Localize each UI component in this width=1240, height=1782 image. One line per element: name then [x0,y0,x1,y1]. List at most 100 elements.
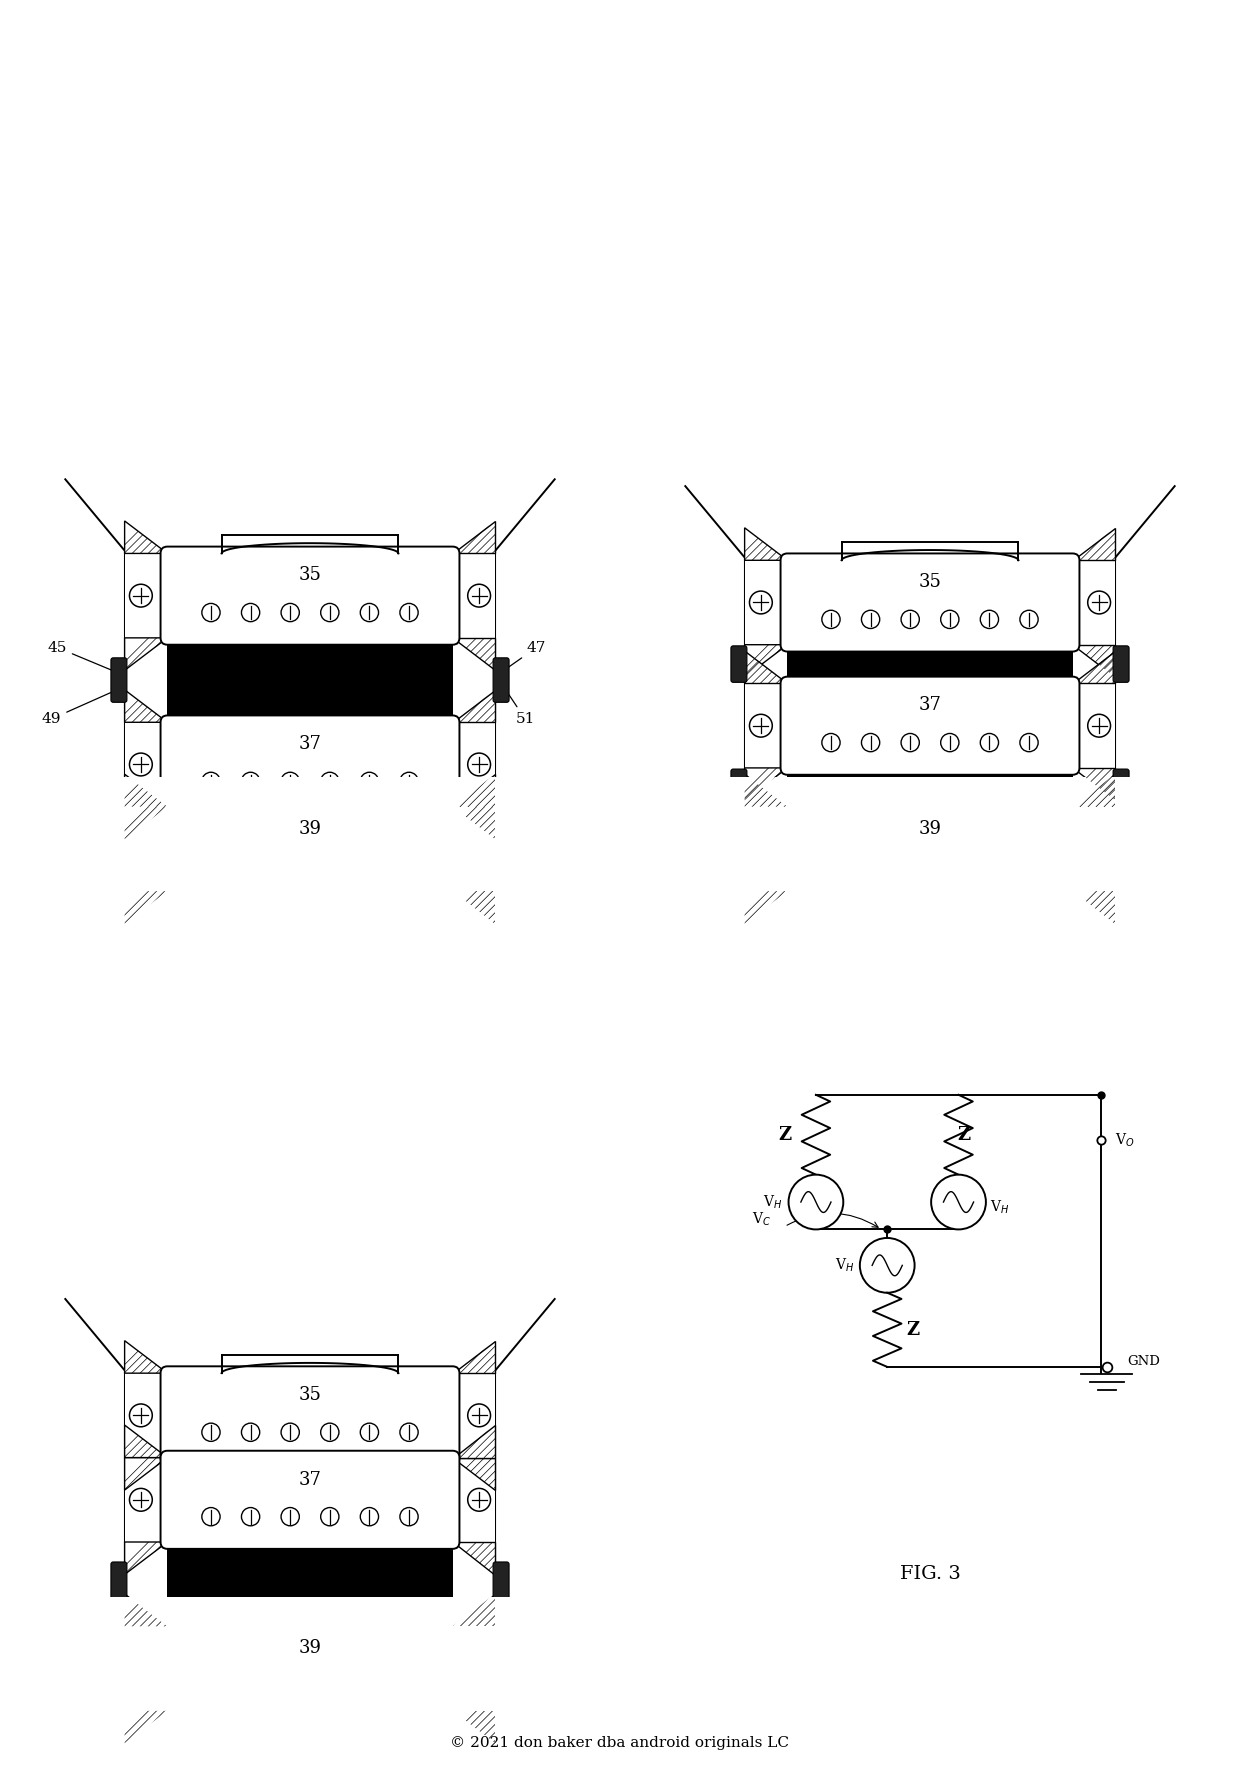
Circle shape [941,734,959,752]
Circle shape [981,734,998,752]
Polygon shape [1073,645,1116,677]
Text: 39: 39 [299,1639,321,1657]
Text: FIG. 3: FIG. 3 [899,1565,961,1582]
Bar [1073,560,1115,891]
Circle shape [202,1424,219,1442]
Text: V$_H$: V$_H$ [835,1256,854,1274]
Circle shape [467,754,491,775]
Polygon shape [453,1711,496,1743]
Circle shape [361,604,378,622]
Polygon shape [124,520,167,554]
Circle shape [401,1424,418,1442]
Circle shape [361,857,378,875]
Circle shape [981,609,998,629]
Text: V$_H$: V$_H$ [764,1194,782,1210]
Text: V$_C$: V$_C$ [753,1210,771,1228]
Circle shape [129,1488,153,1511]
Circle shape [822,857,839,875]
Polygon shape [124,807,167,839]
FancyBboxPatch shape [730,770,746,805]
Circle shape [361,1508,378,1525]
Circle shape [321,772,339,791]
Circle shape [281,1677,299,1695]
Circle shape [1087,838,1111,861]
Circle shape [822,734,839,752]
Bar [124,1374,496,1711]
Circle shape [749,592,773,615]
Text: 37: 37 [299,1470,321,1488]
Circle shape [401,1677,418,1695]
FancyBboxPatch shape [160,800,460,898]
Circle shape [281,857,299,875]
Circle shape [202,604,219,622]
Circle shape [467,1488,491,1511]
Circle shape [749,715,773,738]
Polygon shape [124,1593,167,1627]
Polygon shape [124,690,167,722]
Circle shape [321,604,339,622]
Polygon shape [453,773,496,807]
Text: 49: 49 [42,693,110,725]
Polygon shape [124,1340,167,1374]
Text: 47: 47 [501,640,546,674]
Text: +: + [867,1242,879,1256]
Circle shape [1087,592,1111,615]
Circle shape [129,1657,153,1680]
Circle shape [202,857,219,875]
Circle shape [202,1508,219,1525]
Circle shape [931,1174,986,1230]
Polygon shape [745,891,787,923]
Circle shape [901,734,919,752]
Text: 39: 39 [299,820,321,838]
FancyBboxPatch shape [780,677,1080,775]
Bar [124,554,496,891]
Circle shape [129,1404,153,1427]
Bar [124,1374,167,1711]
Bar [787,645,1073,684]
Circle shape [242,857,259,875]
Polygon shape [453,1458,496,1490]
Text: +: + [795,1178,808,1194]
Circle shape [242,1677,259,1695]
Polygon shape [453,1340,496,1374]
FancyBboxPatch shape [110,1563,126,1606]
Circle shape [129,584,153,608]
Polygon shape [1073,768,1116,800]
Polygon shape [453,690,496,722]
Circle shape [467,1657,491,1680]
Circle shape [1021,609,1038,629]
Circle shape [401,604,418,622]
Circle shape [321,1424,339,1442]
FancyBboxPatch shape [1114,770,1130,805]
Circle shape [242,604,259,622]
Polygon shape [453,1426,496,1458]
Polygon shape [1073,891,1116,923]
Text: 37: 37 [299,736,321,754]
Text: GND: GND [1127,1354,1159,1367]
Circle shape [169,1718,186,1736]
Circle shape [281,772,299,791]
Text: Z: Z [906,1320,919,1338]
Text: 35: 35 [919,574,941,592]
Circle shape [169,898,186,916]
Circle shape [401,1508,418,1525]
Polygon shape [453,520,496,554]
Circle shape [862,734,879,752]
Circle shape [401,857,418,875]
FancyBboxPatch shape [780,800,1080,898]
Bar [453,554,496,891]
Polygon shape [124,1426,167,1458]
Circle shape [862,857,879,875]
Polygon shape [124,891,167,923]
Polygon shape [453,807,496,839]
Circle shape [434,898,451,916]
Polygon shape [453,1541,496,1575]
Bar [167,638,453,722]
Polygon shape [745,645,787,677]
Text: 35: 35 [299,567,321,584]
Circle shape [242,1424,259,1442]
Circle shape [862,609,879,629]
Bar [167,1541,453,1627]
Text: 51: 51 [508,693,534,725]
Bar [745,560,787,891]
